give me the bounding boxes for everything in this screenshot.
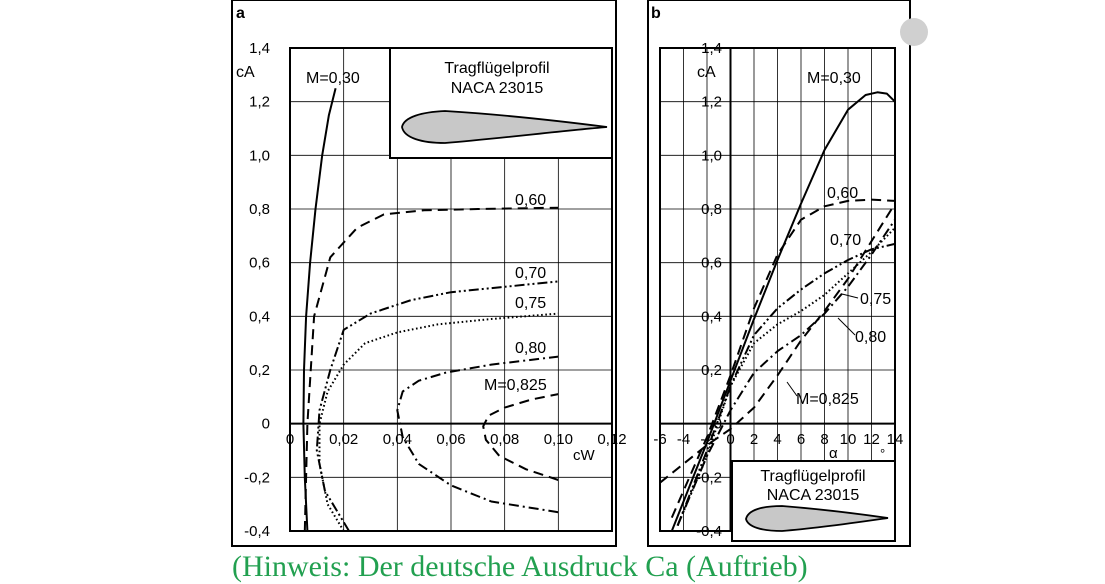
panel-a-inset-title-1: Tragflügelprofil — [444, 60, 549, 77]
panel-b-curves — [659, 91, 896, 532]
panel-b-frame — [647, 0, 911, 547]
y-tick-label: -0,4 — [244, 523, 270, 540]
x-tick-label: 0 — [726, 431, 734, 448]
label-b-060: 0,60 — [827, 185, 858, 202]
x-tick-label: 14 — [887, 431, 904, 448]
y-tick-label: 1,4 — [249, 40, 270, 57]
panel-b-ylabel: cA — [697, 64, 716, 81]
x-tick-label: 10 — [840, 431, 857, 448]
x-tick-label: 0,06 — [436, 431, 465, 448]
x-tick-label: 0,10 — [544, 431, 573, 448]
y-tick-label: 0,4 — [701, 308, 722, 325]
label-a-070: 0,70 — [515, 265, 546, 282]
y-tick-label: -0,4 — [696, 523, 722, 540]
panel-a: a 0 0,02 0,04 0,06 0,08 0,10 0,12-0,4-0,200,20… — [231, 0, 627, 547]
x-tick-label: 2 — [750, 431, 758, 448]
label-b-075: 0,75 — [860, 291, 891, 308]
y-tick-label: 1,2 — [249, 94, 270, 111]
series-curve-a-4 — [396, 355, 559, 514]
panel-a-ylabel: cA — [236, 64, 255, 81]
label-a-m0825: M=0,825 — [484, 377, 547, 394]
y-tick-label: 0,6 — [249, 255, 270, 272]
x-tick-label: 12 — [863, 431, 880, 448]
series-curve-b-4 — [676, 219, 896, 526]
y-tick-label: 0,8 — [249, 201, 270, 218]
series-curve-b-1 — [670, 198, 896, 519]
panel-a-xlabel: cW — [573, 447, 596, 464]
y-tick-label: -0,2 — [244, 469, 270, 486]
panel-a-curves — [302, 87, 559, 532]
series-curve-a-1 — [303, 206, 559, 532]
y-tick-label: 0,2 — [249, 362, 270, 379]
panel-a-curve-labels: M=0,30 0,60 0,70 0,75 0,80 M=0,825 — [306, 70, 547, 394]
x-tick-label: 0,02 — [329, 431, 358, 448]
leader-b-080 — [837, 317, 856, 336]
x-tick-label: 0,12 — [597, 431, 626, 448]
series-curve-b-5 — [659, 203, 896, 484]
y-tick-label: 0 — [714, 416, 722, 433]
y-tick-label: 0,8 — [701, 201, 722, 218]
label-b-m030: M=0,30 — [807, 70, 861, 87]
label-b-m0825: M=0,825 — [796, 391, 859, 408]
airfoil-profile-icon — [745, 505, 889, 532]
series-curve-a-0 — [302, 87, 337, 532]
x-tick-label: -4 — [677, 431, 690, 448]
panel-b-inset-title-2: NACA 23015 — [767, 487, 860, 504]
label-a-m030: M=0,30 — [306, 70, 360, 87]
panel-b-label: b — [651, 5, 661, 22]
series-curve-b-2 — [676, 242, 896, 526]
y-tick-label: -0,2 — [696, 469, 722, 486]
panel-b-inset-title-1: Tragflügelprofil — [760, 468, 865, 485]
label-a-080: 0,80 — [515, 340, 546, 357]
panel-a-label: a — [236, 5, 245, 22]
series-curve-b-0 — [670, 91, 896, 532]
label-a-075: 0,75 — [515, 295, 546, 312]
x-tick-label: 8 — [820, 431, 828, 448]
airfoil-profile-icon — [401, 110, 608, 144]
series-curve-a-5 — [482, 393, 559, 481]
panel-b: b -6 -4 -2 0 2 4 6 8 10 12 14-0,4-0,200,20,40,60,8… — [647, 0, 911, 547]
y-tick-label: 1,0 — [249, 147, 270, 164]
y-tick-label: 1,2 — [701, 94, 722, 111]
y-tick-label: 0,2 — [701, 362, 722, 379]
x-tick-label: 6 — [797, 431, 805, 448]
x-tick-label: 0,04 — [383, 431, 412, 448]
panel-b-curve-labels: M=0,30 0,60 0,70 0,75 0,80 M=0,825 — [786, 70, 891, 408]
x-tick-label: -6 — [653, 431, 666, 448]
y-tick-label: 1,0 — [701, 147, 722, 164]
label-b-070: 0,70 — [830, 232, 861, 249]
footnote-text: (Hinweis: Der deutsche Ausdruck Ca (Auft… — [232, 550, 808, 583]
label-b-080: 0,80 — [855, 329, 886, 346]
label-a-060: 0,60 — [515, 192, 546, 209]
leader-b-075 — [841, 293, 859, 299]
x-tick-label: 0,08 — [490, 431, 519, 448]
series-curve-a-3 — [318, 312, 559, 532]
scroll-indicator — [900, 18, 928, 46]
y-tick-label: 0,6 — [701, 255, 722, 272]
x-tick-label: 4 — [773, 431, 781, 448]
panel-b-xlabel: α — [829, 445, 838, 462]
x-tick-label: 0 — [286, 431, 294, 448]
panel-a-tick-labels: 0 0,02 0,04 0,06 0,08 0,10 0,12 -0,4 -0,2 0 0,2 0,4… — [244, 40, 626, 540]
y-tick-label: 1,4 — [701, 40, 722, 57]
y-tick-label: 0 — [262, 416, 270, 433]
panel-a-inset-title-2: NACA 23015 — [451, 80, 544, 97]
y-tick-label: 0,4 — [249, 308, 270, 325]
panel-b-x-unit: ° — [880, 446, 885, 461]
leader-b-m0825 — [786, 381, 798, 397]
